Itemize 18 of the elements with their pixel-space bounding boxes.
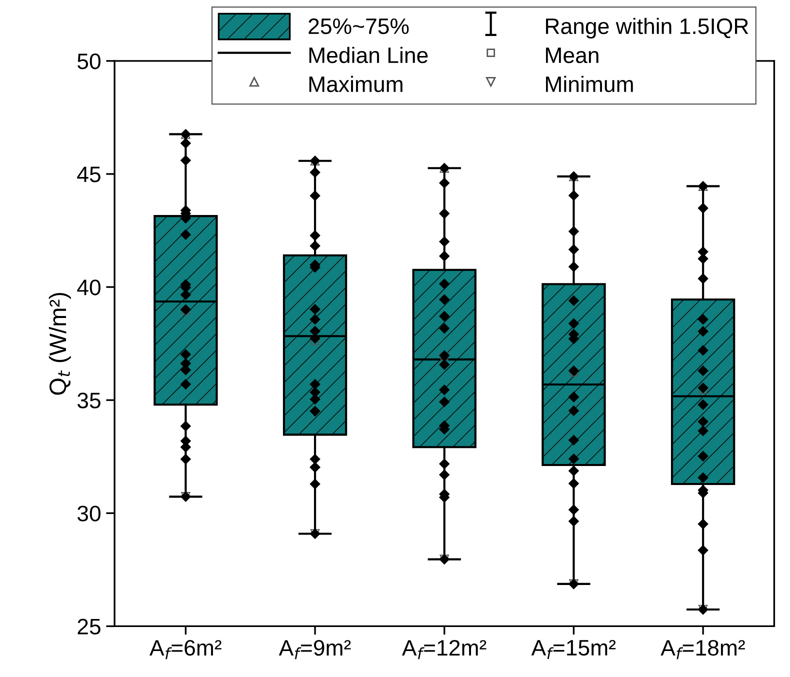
annotation: Minimum — [546, 76, 633, 92]
x-tick-label: A$_{f}$=12m² — [402, 640, 486, 660]
y-tick-label: 50 — [78, 53, 100, 70]
y-tick-label: 40 — [77, 280, 100, 296]
x-tick-label: A$_{f}$=18m² — [660, 640, 745, 660]
text: 25%~75% — [308, 18, 409, 34]
annotation: Mean — [546, 48, 598, 64]
annotation: Maximum — [309, 76, 402, 92]
x-tick-label: A$_{f}$=15m² — [531, 640, 616, 660]
y-tick-label: 35 — [77, 392, 100, 408]
y-tick-label: 25 — [78, 618, 100, 634]
x-tick-label: A$_{f}$=6m² — [150, 640, 222, 660]
y-axis-title: Q$_{t}$ (W/m²) — [48, 292, 71, 395]
x-tick-label: A$_{f}$=9m² — [278, 640, 351, 660]
y-tick-label: 30 — [77, 506, 100, 522]
text: Range within 1.5IQR — [546, 18, 748, 39]
y-tick-label: 45 — [77, 166, 100, 182]
annotation: Median Line — [309, 46, 428, 64]
